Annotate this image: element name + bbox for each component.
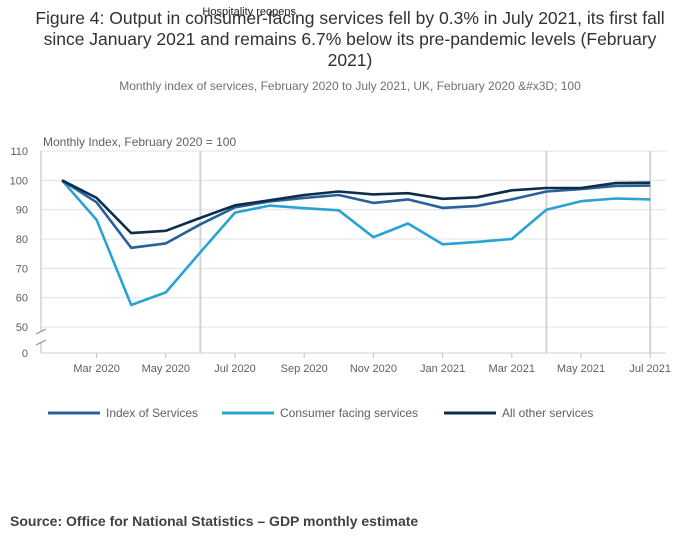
- x-tick-label: May 2020: [142, 363, 190, 375]
- y-tick-label-zero: 0: [22, 348, 28, 360]
- x-tick-label: May 2021: [557, 363, 605, 375]
- x-tick-label: Jan 2021: [420, 363, 465, 375]
- legend-label: Index of Services: [106, 406, 198, 420]
- x-tick-label: Mar 2021: [489, 363, 535, 375]
- series-line-all-other-services: [61, 179, 651, 235]
- y-tick-label: 90: [16, 205, 28, 217]
- chart: 50 60 70 80 90 100 110 0 Monthly Index, February…: [10, 6, 671, 420]
- y-tick-label: 70: [16, 263, 28, 275]
- y-tick-label: 80: [16, 234, 28, 246]
- annotation-label: Hospitality reopens: [202, 6, 296, 18]
- x-tick-label: Jul 2020: [214, 363, 256, 375]
- y-axis-title: Monthly Index, February 2020 = 100: [43, 135, 236, 149]
- y-tick-label: 110: [10, 146, 28, 158]
- y-tick-label: 50: [16, 322, 28, 334]
- figure-subtitle: Monthly index of services, February 2020…: [119, 79, 581, 93]
- x-tick-label: Sep 2020: [281, 363, 328, 375]
- source-note: Source: Office for National Statistics –…: [10, 513, 419, 529]
- y-tick-label: 100: [10, 175, 28, 187]
- series-line-index-of-services: [61, 179, 651, 250]
- x-tick-label: Mar 2020: [73, 363, 119, 375]
- series-line-consumer-facing-services: [61, 179, 651, 307]
- x-tick-label: Nov 2020: [350, 363, 397, 375]
- y-axis-break-mark: [35, 328, 47, 335]
- figure-title: Figure 4: Output in consumer-facing serv…: [35, 8, 665, 70]
- y-axis-break-mark: [35, 339, 47, 346]
- legend-label: All other services: [502, 406, 593, 420]
- x-tick-label: Jul 2021: [629, 363, 671, 375]
- legend-label: Consumer facing services: [280, 406, 418, 420]
- y-tick-label: 60: [16, 293, 28, 305]
